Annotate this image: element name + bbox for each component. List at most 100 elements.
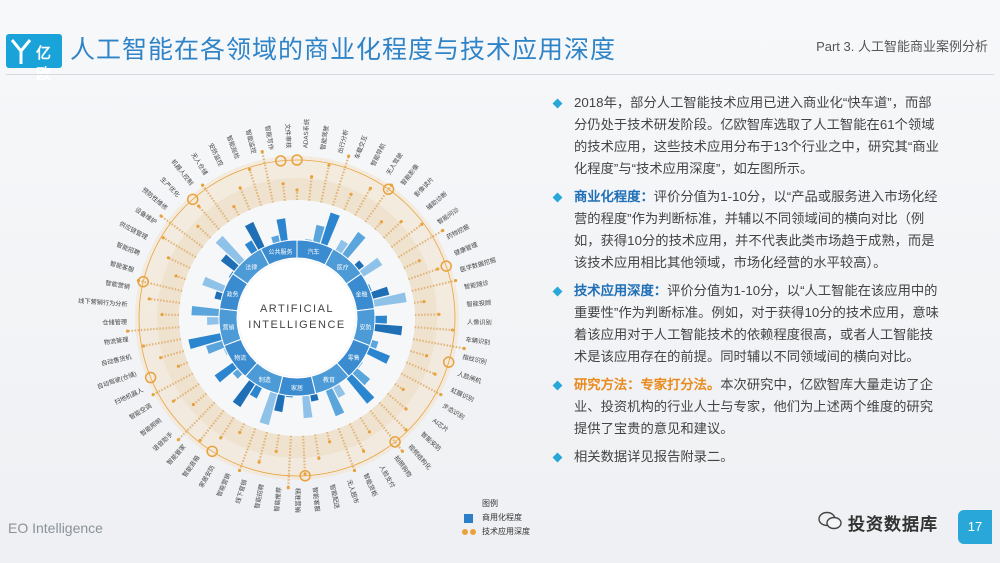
field-label: ADAS系统 xyxy=(301,119,310,149)
tech-depth-dot xyxy=(420,222,424,226)
industry-label: 营销 xyxy=(222,323,234,331)
tech-depth-dot xyxy=(439,393,443,397)
tech-depth-ray xyxy=(337,428,356,471)
diamond-bullet-icon xyxy=(552,380,563,391)
tech-depth-dot xyxy=(441,228,445,233)
industry-label: 法律 xyxy=(245,263,257,271)
field-label: AI芯片 xyxy=(431,417,450,434)
tech-depth-ray xyxy=(301,435,307,474)
field-label: 扫地机器人 xyxy=(113,386,144,406)
tech-depth-dot xyxy=(125,329,130,333)
field-label: 智能营销 xyxy=(105,279,131,291)
tech-depth-dot xyxy=(433,372,437,376)
industry-label: 物流 xyxy=(234,354,246,362)
tech-depth-ray xyxy=(257,431,269,463)
field-label: 智能空调 xyxy=(128,402,153,422)
tech-depth-ray xyxy=(411,279,456,292)
tech-depth-ray xyxy=(143,338,182,348)
tech-depth-ray xyxy=(199,409,225,442)
tech-depth-ray xyxy=(378,401,407,431)
ring-marker-icon xyxy=(137,275,149,288)
tech-depth-ray xyxy=(197,205,220,231)
field-label: 药物挖掘 xyxy=(445,223,471,242)
field-label: 精准营销 xyxy=(293,488,301,513)
bullet-list: 2018年，部分人工智能技术应用已进入商业化“快车道”，而部分仍处于技术研发阶段… xyxy=(552,92,944,474)
tech-depth-ray xyxy=(382,220,402,239)
tech-depth-dot xyxy=(159,214,163,218)
legend-commerce-label: 商用化程度 xyxy=(482,513,522,522)
tech-depth-ray xyxy=(138,279,183,292)
tech-depth-ray xyxy=(400,372,442,396)
tech-depth-dot xyxy=(274,449,278,453)
tech-depth-ray xyxy=(127,326,180,333)
field-label: 人像识别 xyxy=(467,318,492,327)
tech-depth-ray xyxy=(320,165,330,203)
chart-legend: 图例 商用化程度 技术应用深度 xyxy=(460,497,530,539)
bullet-head: 研究方法：专家打分法。 xyxy=(574,377,721,392)
field-label: 健康管理 xyxy=(453,241,479,258)
bullet-text: 评价分值为1-10分，以“产品或服务进入市场化经营的程度”作为判断标准，并辅以不… xyxy=(574,189,938,270)
tech-depth-dot xyxy=(399,219,403,224)
field-label: 语音助手 xyxy=(151,430,175,453)
radial-chart: 汽车医疗金融安防零售教育家居 制造 物流 营销 政务 法律 公共服务 ADAS系统 智能驾驶出… xyxy=(78,119,497,513)
tech-depth-dot xyxy=(159,356,163,360)
tech-outline xyxy=(138,159,456,477)
ring-marker-icon xyxy=(186,193,199,206)
tech-depth-dot xyxy=(260,149,264,154)
tech-depth-dot xyxy=(310,175,314,179)
legend-title: 图例 xyxy=(482,499,498,508)
tech-depth-ray xyxy=(219,416,235,439)
page-number: 17 xyxy=(958,510,992,544)
tech-depth-dot xyxy=(437,312,441,316)
field-label: 智能巡检 xyxy=(225,134,241,160)
field-label: 机器人控制 xyxy=(169,158,194,187)
field-label: 智能招聘 xyxy=(115,241,141,258)
legend-dot-icon xyxy=(462,529,468,535)
tech-depth-dot xyxy=(257,460,261,464)
field-label: 智能管家 xyxy=(165,443,187,467)
wechat-icon xyxy=(818,511,842,530)
field-label: 拍照购物 xyxy=(393,454,414,479)
industry-label: 汽车 xyxy=(308,248,320,256)
field-label: 视频结构化 xyxy=(406,443,432,472)
field-label: 辅助诊断 xyxy=(425,190,449,212)
tech-depth-dot xyxy=(436,267,440,271)
tech-depth-dot xyxy=(160,312,164,317)
field-label: 智能随诊 xyxy=(463,279,490,291)
field-label: 生产优化 xyxy=(158,175,181,198)
field-label: 智能配送 xyxy=(328,484,341,511)
ring-marker-icon xyxy=(144,371,157,384)
field-label: 安防监控 xyxy=(207,142,225,168)
tech-depth-dot xyxy=(238,430,242,435)
field-label: 人脸闸机 xyxy=(456,370,483,386)
field-label: 无人驾驶 xyxy=(385,151,405,176)
tech-depth-dot xyxy=(176,364,181,368)
legend-tech: 技术应用深度 xyxy=(460,525,530,539)
field-label: 智能推荐 xyxy=(273,487,284,512)
field-label: 无人超市 xyxy=(345,479,360,505)
tech-depth-dot xyxy=(454,278,458,283)
industry-segment xyxy=(260,239,298,266)
tech-depth-dot xyxy=(347,154,351,158)
tech-depth-ray xyxy=(369,409,404,452)
industry-label: 公共服务 xyxy=(268,248,292,256)
tech-depth-dot xyxy=(176,438,180,442)
bullet-text: 本次研究中，亿欧智库大量走访了企业、投资机构的行业人士与专家，他们为上述两个维度… xyxy=(574,377,934,436)
field-label: 智能客服 xyxy=(109,259,135,274)
tech-depth-ray xyxy=(331,155,350,206)
ring-marker-icon xyxy=(206,445,218,458)
diamond-bullet-icon xyxy=(552,98,563,109)
page-title: 人工智能在各领域的商业化程度与技术应用深度 xyxy=(70,36,617,64)
tech-depth-dot xyxy=(237,468,242,473)
tech-depth-ray xyxy=(261,151,274,203)
tech-depth-dot xyxy=(151,393,155,397)
field-label: 智能招聘 xyxy=(253,484,266,510)
field-label: 虹膜识别 xyxy=(449,386,475,404)
tech-depth-ray xyxy=(412,338,465,350)
tech-depth-ray xyxy=(160,215,204,249)
diamond-bullet-icon xyxy=(552,452,563,463)
tech-depth-dot xyxy=(404,407,408,411)
tech-depth-ray xyxy=(414,313,439,317)
field-label: 自动驾驶(仓储) xyxy=(96,370,138,391)
